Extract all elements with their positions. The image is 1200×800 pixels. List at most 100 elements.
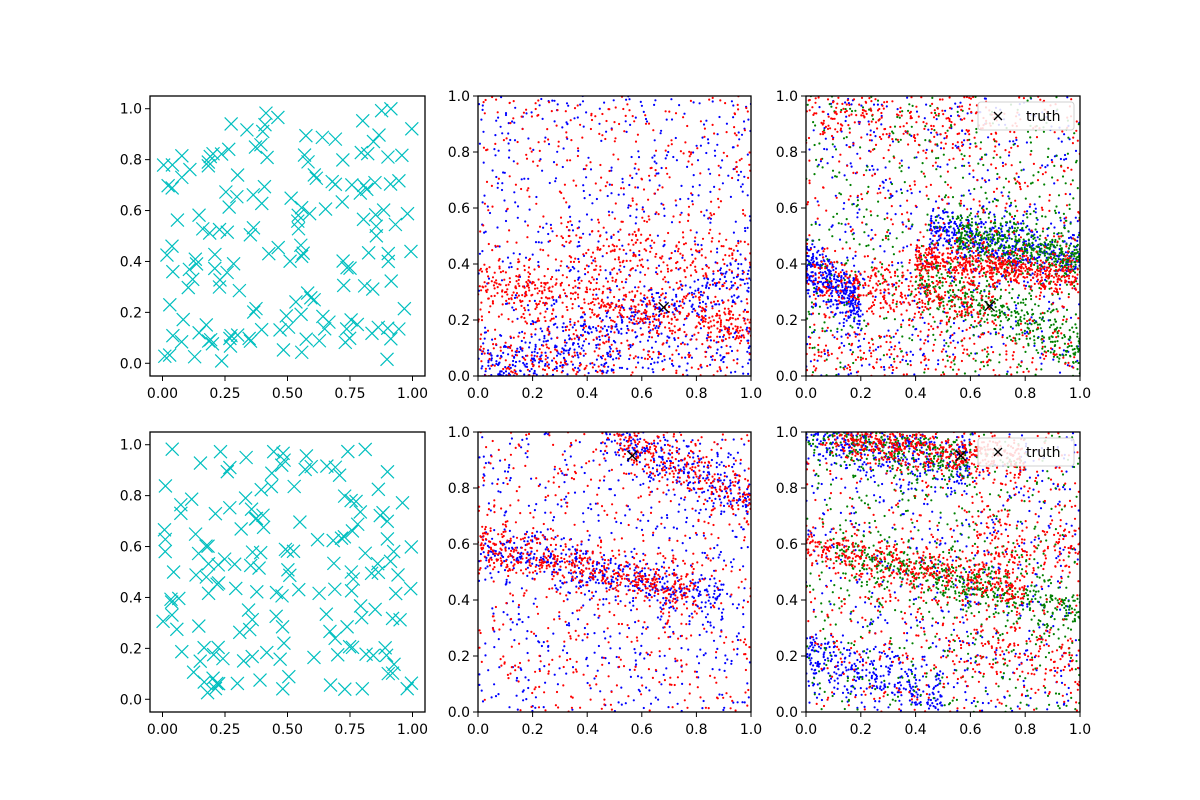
x-marker — [368, 207, 383, 222]
x-marker — [214, 354, 229, 368]
x-marker — [254, 482, 269, 497]
x-marker — [192, 208, 206, 223]
x-marker — [253, 137, 268, 152]
x-marker — [292, 515, 307, 529]
x-marker — [281, 669, 296, 684]
y-tick-label: 0.4 — [120, 254, 142, 270]
truth-marker — [626, 450, 638, 462]
x-marker — [307, 168, 322, 182]
x-marker — [380, 464, 395, 479]
x-marker — [298, 462, 313, 477]
x-marker — [394, 148, 409, 163]
x-marker — [302, 206, 317, 221]
x-marker — [386, 544, 401, 559]
series-0 — [156, 101, 419, 368]
x-marker — [226, 256, 241, 271]
x-marker — [227, 557, 242, 572]
y-tick-label: 0.2 — [776, 649, 798, 665]
x-marker — [218, 185, 233, 199]
x-marker — [376, 203, 391, 217]
x-marker — [380, 352, 394, 367]
x-marker — [374, 103, 389, 118]
x-marker — [211, 557, 226, 572]
y-tick-label: 0.0 — [448, 369, 470, 385]
x-marker — [208, 506, 223, 521]
truth-marker — [955, 450, 967, 462]
x-marker — [371, 320, 386, 335]
panel-top-right: 0.0 0.2 0.4 0.6 0.8 1.0 0.0 0.2 0.4 0.6 0.8 1.0 trut… — [776, 89, 1091, 402]
x-marker — [157, 349, 172, 364]
y-tick-label: 0.6 — [776, 201, 798, 217]
x-marker — [393, 612, 407, 627]
x-tick-label: 0.2 — [521, 722, 543, 738]
y-tick-label: 1.0 — [776, 425, 798, 441]
x-marker — [340, 444, 355, 459]
x-marker — [165, 264, 180, 279]
x-marker — [387, 657, 401, 672]
x-marker — [332, 468, 347, 483]
x-tick-label: 1.0 — [1069, 386, 1091, 402]
legend-label: truth — [1026, 445, 1060, 461]
x-marker — [298, 128, 313, 143]
y-tick-label: 0.4 — [448, 257, 470, 273]
x-marker — [404, 244, 418, 259]
x-marker — [182, 262, 197, 277]
x-marker — [165, 442, 180, 457]
axes-frame — [805, 431, 1081, 713]
x-marker — [246, 305, 261, 319]
x-tick-label: 0.50 — [272, 722, 303, 738]
x-marker — [303, 290, 318, 305]
x-marker — [186, 665, 201, 680]
x-marker — [228, 581, 243, 596]
x-tick-label: 0.25 — [209, 722, 240, 738]
x-marker — [383, 101, 398, 116]
x-marker — [344, 583, 359, 598]
x-marker — [191, 619, 206, 633]
truth-marker — [984, 300, 996, 312]
x-marker — [201, 158, 216, 173]
y-tick-label: 0.0 — [120, 356, 142, 372]
x-marker — [158, 544, 173, 559]
x-marker — [404, 539, 419, 554]
y-tick-label: 0.8 — [448, 145, 470, 161]
x-marker — [342, 639, 357, 654]
x-marker — [184, 492, 199, 507]
x-marker — [318, 202, 333, 216]
x-marker — [158, 532, 173, 547]
x-marker — [253, 545, 268, 560]
x-marker — [404, 676, 419, 691]
legend-box — [977, 437, 1075, 467]
x-marker — [249, 301, 263, 316]
x-tick-label: 1.0 — [740, 722, 762, 738]
x-marker — [243, 227, 258, 242]
x-marker — [344, 312, 359, 327]
dot-cloud — [478, 432, 751, 712]
x-marker — [248, 511, 263, 526]
x-marker — [317, 321, 332, 336]
x-marker — [240, 122, 254, 137]
x-marker — [156, 614, 171, 629]
x-tick-label: 0.6 — [631, 722, 653, 738]
x-marker — [381, 150, 395, 164]
x-marker — [309, 171, 324, 186]
x-tick-label: 1.00 — [397, 722, 428, 738]
x-marker — [165, 328, 180, 343]
x-marker — [160, 248, 174, 262]
x-marker — [312, 586, 327, 601]
x-marker — [193, 654, 208, 669]
x-tick-label: 0.4 — [904, 722, 926, 738]
x-marker — [359, 182, 374, 197]
x-marker — [383, 554, 398, 569]
x-marker — [173, 506, 188, 521]
x-marker — [340, 619, 355, 634]
x-marker — [319, 459, 334, 473]
plot-area — [478, 432, 751, 712]
x-marker — [201, 586, 216, 601]
x-marker — [353, 186, 368, 200]
y-tick-label: 1.0 — [448, 425, 470, 441]
x-tick-label: 0.8 — [685, 722, 707, 738]
x-marker — [383, 177, 398, 191]
x-marker — [284, 191, 299, 206]
x-marker — [161, 178, 176, 193]
